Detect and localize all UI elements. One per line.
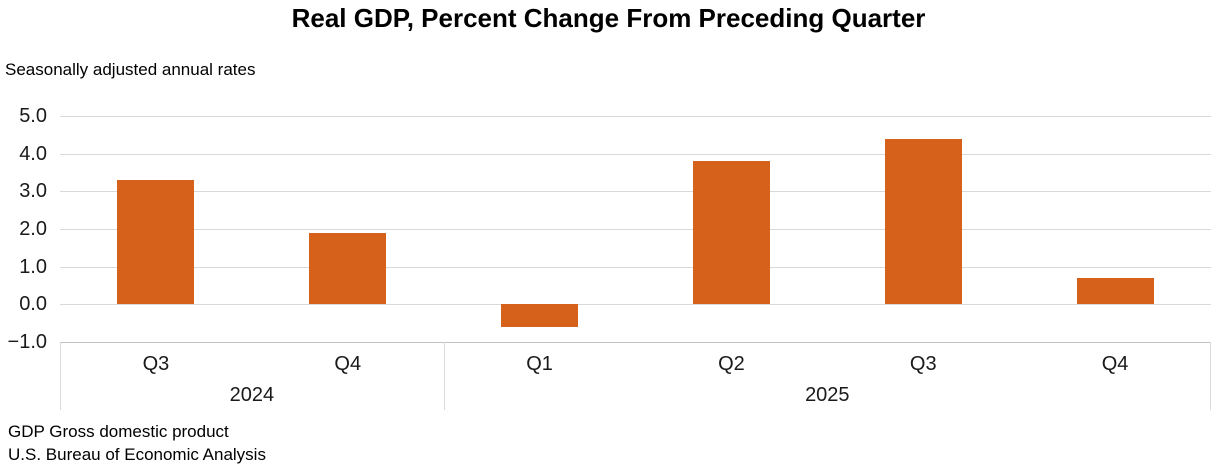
chart-bar — [117, 180, 195, 305]
group-separator — [443, 342, 445, 410]
footnotes: GDP Gross domestic product U.S. Bureau o… — [8, 420, 266, 466]
y-axis: 5.0 4.0 3.0 2.0 1.0 0.0 −1.0 — [0, 105, 47, 353]
gridline — [60, 229, 1211, 230]
gridline — [60, 304, 1211, 306]
plot-area — [60, 116, 1211, 343]
x-tick-label: Q3 — [909, 353, 937, 375]
y-tick-label: −1.0 — [7, 331, 47, 353]
footnote-gdp-definition: GDP Gross domestic product — [8, 422, 229, 441]
gridline — [60, 191, 1211, 193]
chart-title: Real GDP, Percent Change From Preceding … — [291, 3, 926, 33]
y-tick-label: 0.0 — [19, 293, 47, 316]
y-tick-label: 1.0 — [19, 255, 47, 278]
group-label: 2024 — [229, 384, 275, 406]
x-tick-label: Q4 — [334, 353, 362, 375]
y-tick-label: 3.0 — [19, 180, 47, 203]
gridline — [60, 266, 1211, 268]
chart-bar — [692, 161, 770, 305]
chart-subtitle: Seasonally adjusted annual rates — [5, 60, 256, 79]
chart-bar — [309, 232, 387, 305]
x-axis: Q3 Q4 Q1 Q2 Q3 Q4 2024 2025 — [60, 342, 1211, 410]
footnote-source: U.S. Bureau of Economic Analysis — [8, 445, 266, 464]
group-separator — [60, 342, 61, 410]
chart-bar — [884, 138, 962, 305]
x-tick-label: Q4 — [1101, 353, 1129, 375]
y-tick-label: 2.0 — [19, 218, 47, 240]
chart-bar — [1076, 277, 1154, 305]
y-tick-label: 4.0 — [19, 142, 47, 165]
x-tick-label: Q1 — [526, 353, 553, 375]
group-label: 2025 — [805, 384, 850, 406]
chart-bar — [501, 304, 579, 327]
gridline — [60, 153, 1211, 155]
x-tick-label: Q2 — [718, 353, 745, 375]
y-tick-label: 5.0 — [19, 105, 47, 127]
x-tick-label: Q3 — [142, 353, 170, 375]
group-separator — [1210, 342, 1211, 410]
gridline — [60, 116, 1211, 117]
